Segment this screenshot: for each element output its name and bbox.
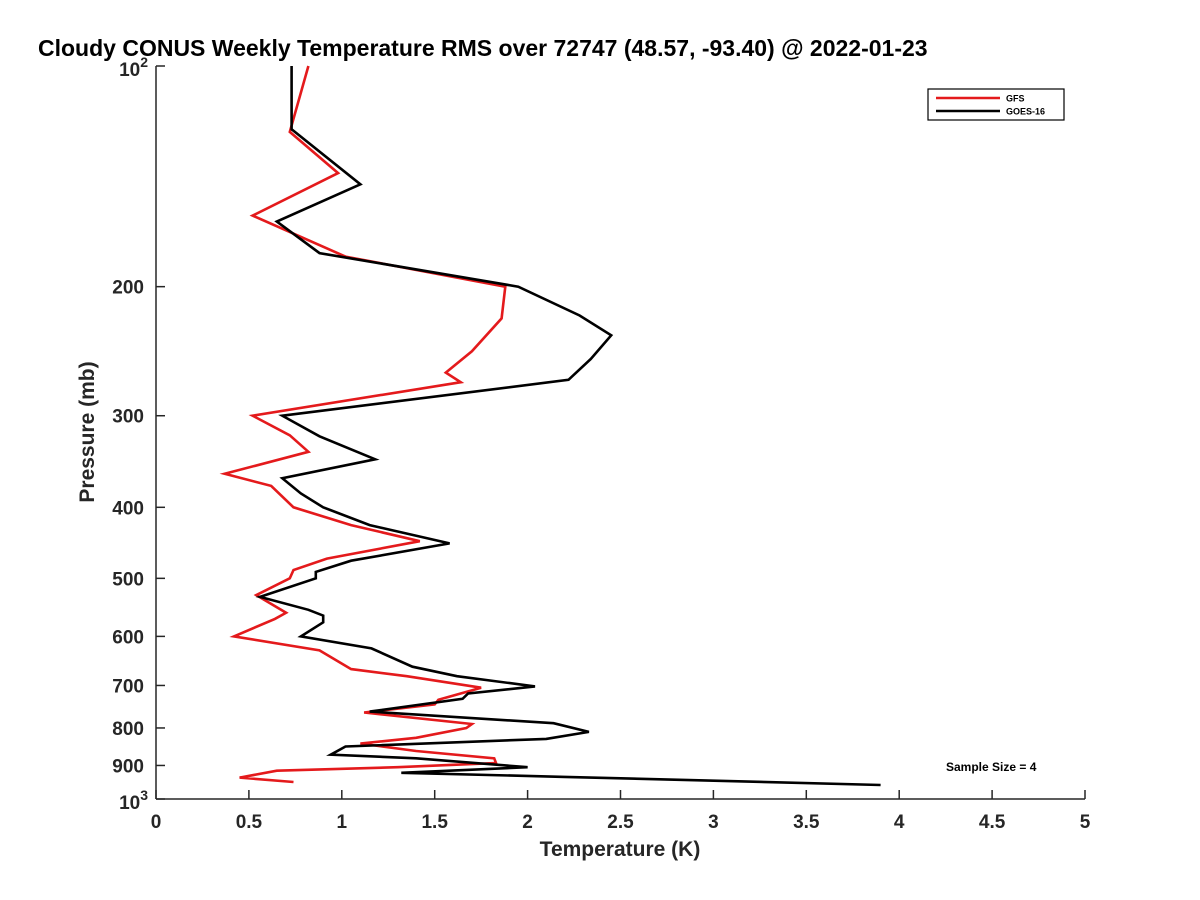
x-tick-label: 4 [894,812,905,833]
y-tick-label: 900 [112,756,144,777]
sample-size-annotation: Sample Size = 4 [946,760,1037,774]
legend-label-goes-16: GOES-16 [1006,107,1045,117]
y-tick-label: 500 [112,569,144,590]
x-tick-label: 3 [708,812,719,833]
x-tick-label: 1 [337,812,348,833]
chart-title: Cloudy CONUS Weekly Temperature RMS over… [38,35,928,61]
y-axis-ticks: 200 300 400 500 600 700 800 900 102 103 [112,54,165,814]
x-tick-label: 1.5 [421,812,448,833]
x-tick-label: 0.5 [236,812,263,833]
legend-label-gfs: GFS [1006,94,1025,104]
y-tick-label-power: 102 [119,54,148,81]
y-axis-label: Pressure (mb) [76,361,99,502]
x-tick-label: 4.5 [979,812,1006,833]
series-layer [219,65,881,787]
x-axis-label: Temperature (K) [540,838,701,861]
x-tick-label: 2 [522,812,533,833]
y-tick-label: 300 [112,407,144,428]
y-tick-label: 600 [112,627,144,648]
x-tick-label: 5 [1080,812,1091,833]
series-line-goes-16 [255,66,881,787]
legend: GFS GOES-16 [927,88,1065,121]
legend-box [927,88,1065,121]
x-tick-label: 2.5 [607,812,634,833]
x-tick-label: 3.5 [793,812,820,833]
x-tick-label: 0 [151,812,162,833]
y-tick-label: 400 [112,498,144,519]
y-tick-label: 700 [112,676,144,697]
plot-area [155,65,1085,800]
y-tick-label-power: 103 [119,787,148,814]
y-tick-label: 800 [112,719,144,740]
y-tick-label: 200 [112,278,144,299]
plot-background [156,66,1085,799]
x-axis-ticks: 0 0.5 1 1.5 2 2.5 3 3.5 4 4.5 5 [151,790,1091,833]
